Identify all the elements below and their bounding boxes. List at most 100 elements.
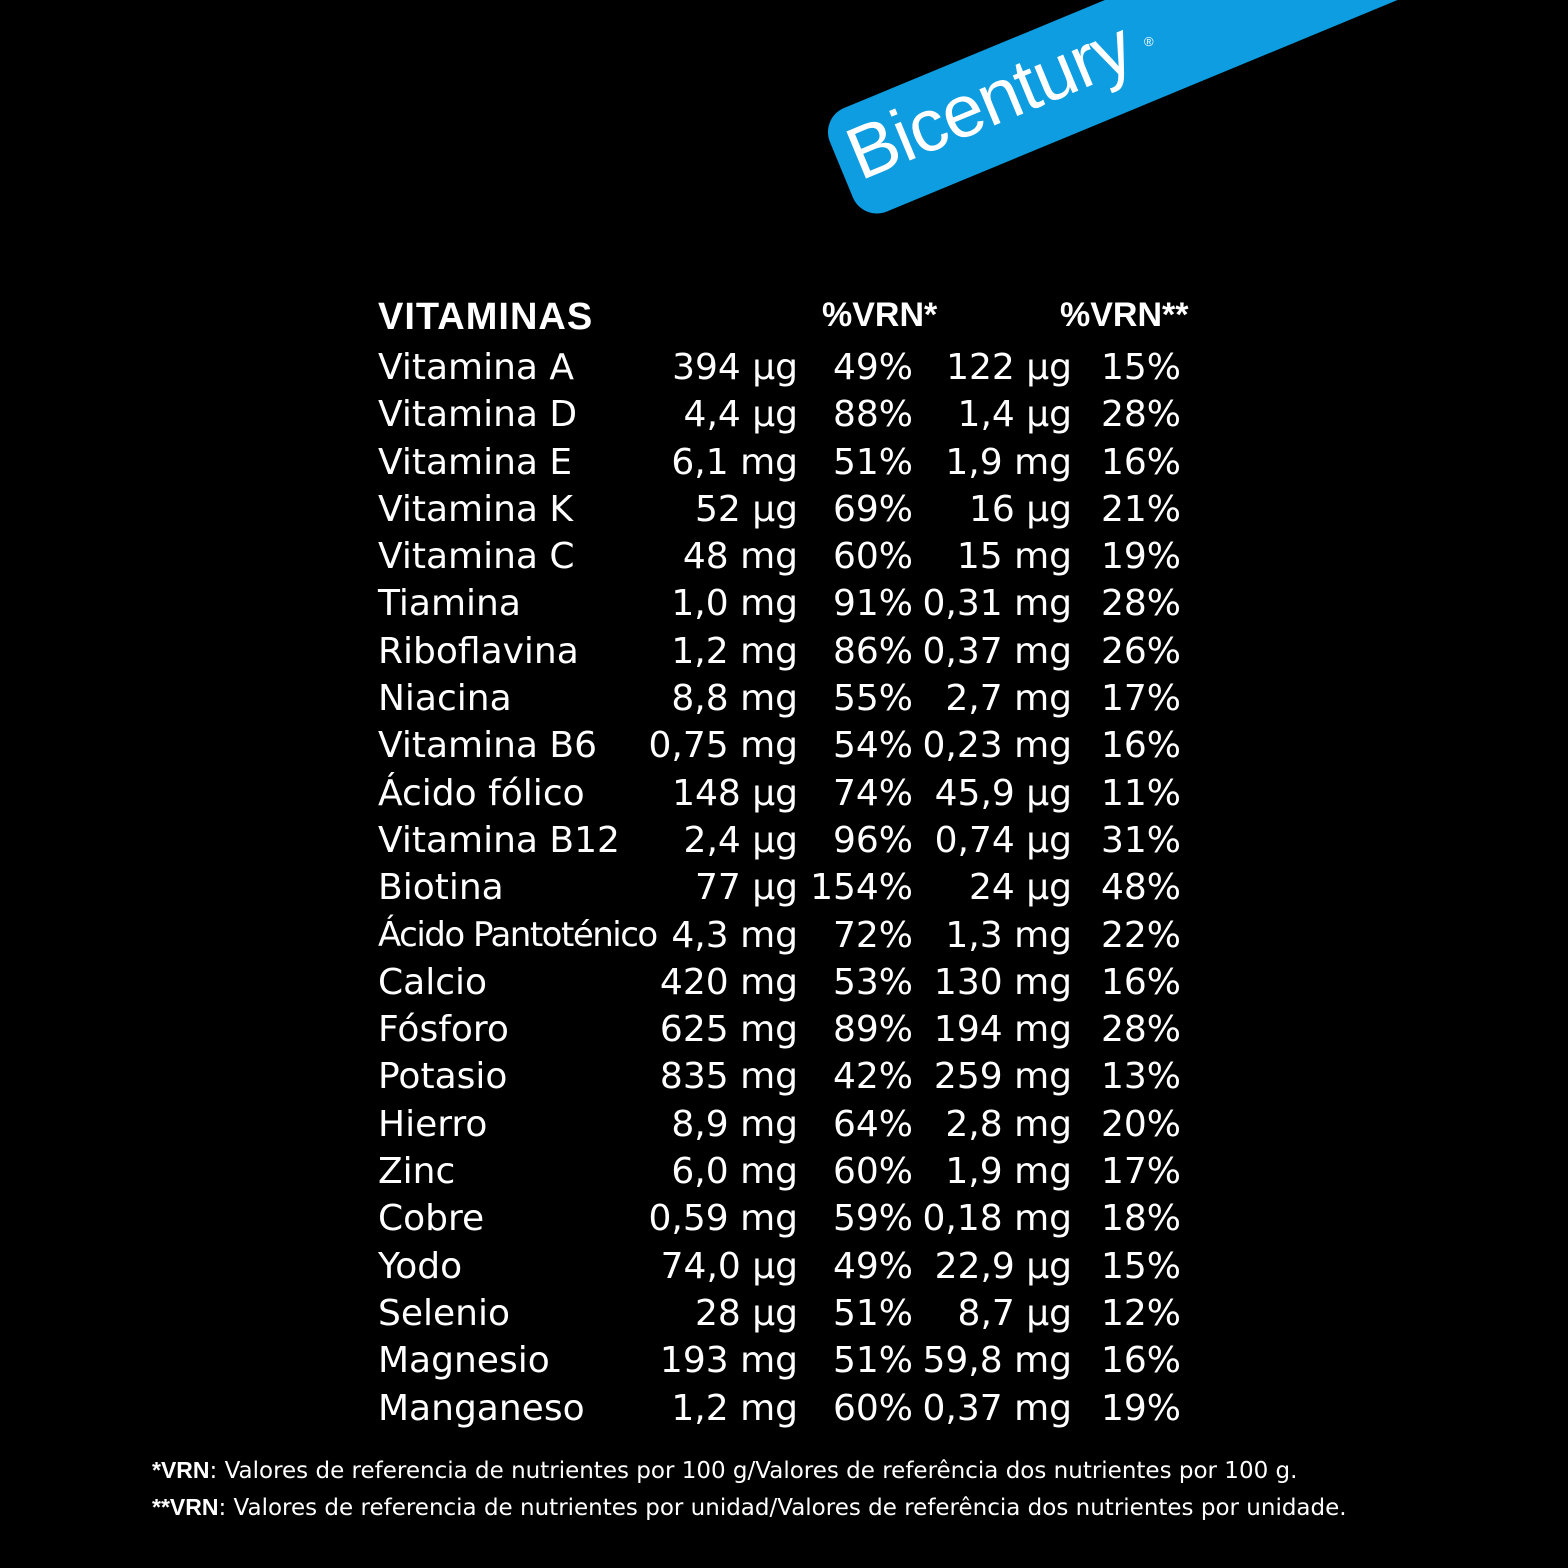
value-per-100g: 148 µg [672,772,798,814]
value-per-unit: 0,37 mg [922,630,1072,672]
value-per-unit: 0,37 mg [922,1387,1072,1429]
value-per-unit: 59,8 mg [922,1340,1072,1382]
vrn-per-100g: 91% [832,583,913,625]
header-title: VITAMINAS [378,296,594,338]
nutrient-name: Calcio [378,961,488,1003]
vrn-per-unit: 28% [1100,583,1181,625]
value-per-100g: 420 mg [659,961,798,1003]
value-per-100g: 6,1 mg [671,441,798,483]
vrn-per-unit: 16% [1100,1340,1181,1382]
vrn-per-100g: 72% [832,914,913,956]
vrn-per-unit: 22% [1100,914,1181,956]
value-per-100g: 394 µg [672,347,798,388]
value-per-100g: 2,4 µg [683,819,798,861]
vrn-per-unit: 28% [1100,394,1181,436]
nutrient-name: Riboflavina [378,630,579,672]
nutrient-name: Yodo [378,1245,463,1287]
vrn-per-100g: 89% [832,1009,913,1051]
value-per-unit: 194 mg [933,1009,1072,1051]
footnote-2: **VRN: Valores de referencia de nutrient… [152,1489,1347,1526]
nutrient-name: Manganeso [378,1387,585,1429]
vrn-per-unit: 18% [1100,1198,1181,1240]
footnotes: *VRN : Valores de referencia de nutriente… [152,1452,1347,1526]
nutrient-name: Vitamina B6 [378,725,598,767]
vrn-per-100g: 154% [810,867,913,909]
nutrient-name: Vitamina K [378,488,574,530]
nutrient-name: Selenio [378,1292,510,1334]
value-per-unit: 1,9 mg [945,1151,1072,1193]
nutrient-name: Biotina [378,867,504,909]
vrn-per-100g: 51% [832,1292,913,1334]
value-per-100g: 835 mg [659,1056,798,1098]
vrn-per-100g: 86% [832,630,913,672]
value-per-100g: 4,4 µg [683,394,798,436]
value-per-100g: 193 mg [659,1340,798,1382]
vrn-per-unit: 16% [1100,441,1181,483]
vrn-per-100g: 51% [832,1340,913,1382]
vrn-per-unit: 21% [1100,488,1181,530]
value-per-unit: 130 mg [933,961,1072,1003]
nutrient-name: Vitamina C [378,536,575,578]
footnote-1: *VRN: Valores de referencia de nutriente… [152,1452,1347,1489]
nutrient-name: Niacina [378,678,512,720]
value-per-100g: 6,0 mg [671,1151,798,1193]
value-per-100g: 48 mg [682,536,798,578]
value-per-unit: 1,9 mg [945,441,1072,483]
vrn-per-100g: 96% [832,819,913,861]
value-per-100g: 1,0 mg [671,583,798,625]
nutrient-name: Ácido Pantoténico [378,914,658,955]
footnote-2-text: : Valores de referencia de nutrientes po… [218,1495,1347,1521]
vrn-per-100g: 60% [832,1151,913,1193]
registered-mark: ® [1144,34,1154,49]
value-per-100g: 1,2 mg [671,630,798,672]
vrn-per-100g: 60% [832,1387,913,1429]
value-per-100g: 28 µg [694,1292,798,1334]
vrn-per-100g: 49% [832,1245,913,1287]
nutrient-name: Vitamina D [378,394,578,436]
value-per-100g: 77 µg [694,867,798,909]
value-per-100g: 8,8 mg [671,678,798,720]
value-per-unit: 22,9 µg [934,1245,1072,1287]
value-per-unit: 0,31 mg [922,583,1072,625]
value-per-unit: 16 µg [968,488,1072,530]
vrn-per-100g: 53% [832,961,913,1003]
value-per-100g: 74,0 µg [660,1245,798,1287]
vrn-per-unit: 12% [1100,1292,1181,1334]
nutrient-name: Zinc [378,1151,456,1193]
value-per-unit: 45,9 µg [934,772,1072,814]
value-per-unit: 122 µg [946,347,1072,388]
vrn-per-100g: 54% [832,725,913,767]
value-per-unit: 0,18 mg [922,1198,1072,1240]
value-per-unit: 259 mg [933,1056,1072,1098]
vrn-per-100g: 60% [832,536,913,578]
vrn-per-100g: 55% [832,678,913,720]
nutrient-name: Cobre [378,1198,485,1240]
header-vrn-100g: %VRN* [822,296,938,334]
footnote-1-label: *VRN [152,1457,210,1483]
value-per-unit: 1,3 mg [945,914,1072,956]
footnote-2-label: **VRN [152,1494,219,1520]
vrn-per-unit: 48% [1100,867,1181,909]
value-per-unit: 24 µg [968,867,1072,909]
value-per-unit: 2,8 mg [945,1103,1072,1145]
value-per-unit: 0,74 µg [934,819,1072,861]
vrn-per-100g: 51% [832,441,913,483]
vrn-per-100g: 88% [832,394,913,436]
nutrient-name: Hierro [378,1103,488,1145]
vrn-per-unit: 15% [1100,1245,1181,1287]
vrn-per-unit: 20% [1100,1103,1181,1145]
value-per-unit: 8,7 µg [957,1292,1072,1334]
nutrient-name: Vitamina E [378,441,573,483]
nutrient-name: Magnesio [378,1340,550,1382]
value-per-100g: 0,75 mg [648,725,798,767]
nutrient-name: Vitamina B12 [378,819,620,861]
vrn-per-unit: 17% [1100,678,1181,720]
vrn-per-100g: 64% [832,1103,913,1145]
vrn-per-unit: 16% [1100,725,1181,767]
vrn-per-unit: 15% [1100,347,1181,388]
value-per-100g: 8,9 mg [671,1103,798,1145]
value-per-100g: 4,3 mg [671,914,798,956]
nutrient-name: Tiamina [378,583,521,625]
vrn-per-unit: 17% [1100,1151,1181,1193]
nutrient-name: Potasio [378,1056,508,1098]
